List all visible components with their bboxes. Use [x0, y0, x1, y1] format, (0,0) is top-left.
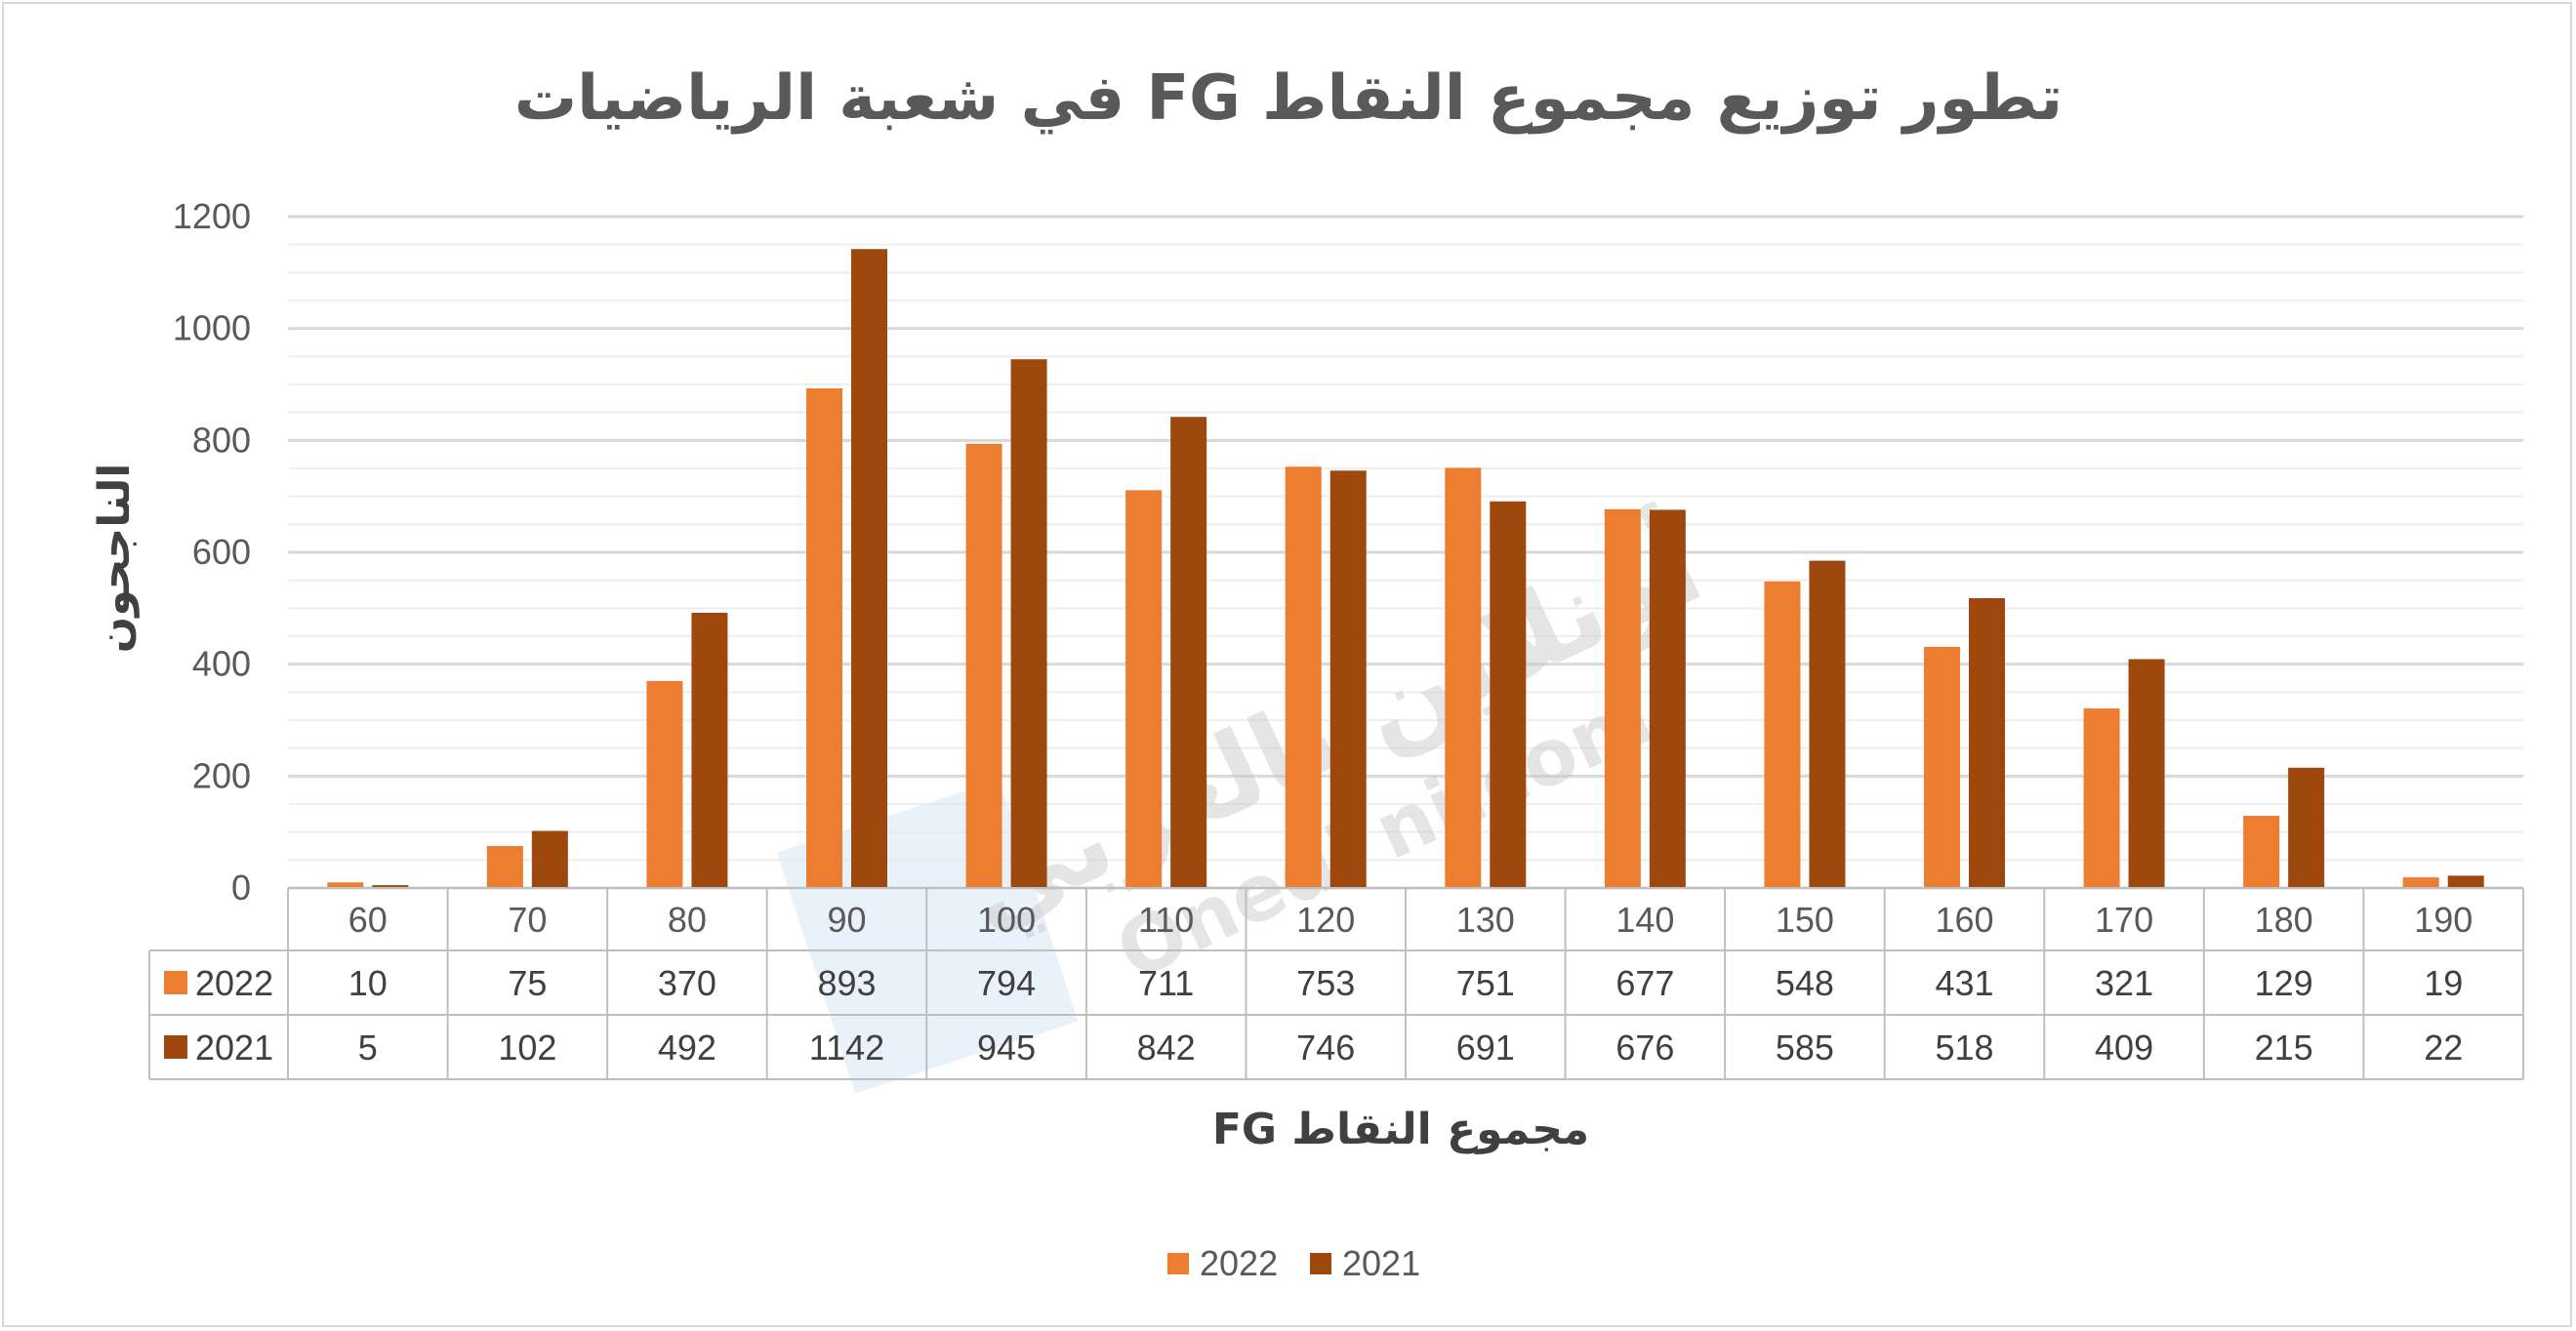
table-cell-2022: 10	[348, 963, 388, 1003]
bar-2021-160	[1969, 598, 2005, 888]
table-cell-2022: 75	[508, 963, 547, 1003]
bar-2021-80	[691, 612, 728, 888]
table-cell-2022: 129	[2255, 963, 2313, 1003]
x-tick-label: 120	[1296, 900, 1355, 940]
table-cell-2022: 370	[658, 963, 716, 1003]
table-legend-key-2021	[164, 1035, 187, 1059]
y-tick-label: 200	[192, 755, 251, 795]
table-cell-2022: 677	[1615, 963, 1674, 1003]
bar-2021-170	[2128, 659, 2165, 888]
bar-2021-120	[1329, 470, 1367, 888]
table-cell-2021: 102	[498, 1028, 556, 1068]
x-tick-label: 100	[977, 900, 1036, 940]
bar-2021-60	[372, 885, 409, 888]
table-series-label: 2022	[195, 963, 273, 1003]
bar-2022-150	[1764, 581, 1801, 888]
x-axis-title: مجموع النقاط FG	[1212, 1105, 1589, 1154]
bar-2021-70	[531, 830, 568, 888]
table-cell-2021: 945	[977, 1028, 1036, 1068]
x-tick-label: 60	[348, 900, 388, 940]
bar-2021-110	[1170, 417, 1207, 888]
y-tick-label: 400	[192, 644, 251, 684]
table-cell-2021: 215	[2255, 1028, 2313, 1068]
table-cell-2021: 409	[2095, 1028, 2153, 1068]
legend: 2022 2021	[1167, 1243, 1420, 1283]
bar-2022-190	[2402, 877, 2439, 888]
legend-key-2021	[1310, 1253, 1331, 1274]
x-tick-label: 180	[2255, 900, 2313, 940]
bar-2022-170	[2083, 707, 2120, 888]
table-cell-2022: 794	[977, 963, 1036, 1003]
bar-2021-90	[851, 249, 887, 889]
table-cell-2021: 518	[1935, 1028, 1993, 1068]
bar-2022-100	[965, 443, 1002, 888]
table-cell-2021: 492	[658, 1028, 716, 1068]
y-tick-label: 800	[192, 420, 251, 460]
watermark: أونلاين بالعربي Onedi ni.com	[776, 497, 1719, 1094]
table-cell-2021: 842	[1137, 1028, 1196, 1068]
x-tick-label: 110	[1138, 900, 1194, 940]
bar-2022-70	[486, 846, 523, 888]
bar-2022-160	[1924, 646, 1960, 888]
bar-2021-150	[1809, 560, 1846, 888]
table-cell-2021: 691	[1456, 1028, 1515, 1068]
bar-2022-120	[1285, 466, 1322, 888]
bar-2022-60	[327, 882, 364, 888]
x-tick-label: 130	[1456, 900, 1515, 940]
table-series-label: 2021	[195, 1028, 273, 1068]
table-cell-2021: 585	[1776, 1028, 1834, 1068]
x-tick-label: 170	[2095, 900, 2153, 940]
table-cell-2021: 22	[2424, 1028, 2463, 1068]
x-tick-label: 80	[668, 900, 707, 940]
table-cell-2022: 431	[1935, 963, 1993, 1003]
y-axis-ticks: 0 200 400 600 800 1000 1200	[173, 196, 251, 908]
table-cell-2021: 1142	[809, 1028, 884, 1068]
table-cell-2022: 548	[1776, 963, 1834, 1003]
table-cell-2022: 711	[1138, 963, 1194, 1003]
x-tick-label: 140	[1615, 900, 1674, 940]
bar-2022-90	[806, 388, 842, 888]
table-legend-key-2022	[164, 971, 187, 994]
table-cell-2021: 676	[1615, 1028, 1674, 1068]
table-cell-2022: 753	[1296, 963, 1355, 1003]
y-tick-label: 1200	[173, 196, 251, 236]
table-cell-2022: 751	[1456, 963, 1515, 1003]
x-tick-label: 150	[1776, 900, 1834, 940]
bars	[327, 249, 2484, 889]
table-cell-2021: 746	[1296, 1028, 1355, 1068]
x-tick-label: 190	[2414, 900, 2473, 940]
x-tick-label: 90	[827, 900, 866, 940]
table-cell-2022: 321	[2095, 963, 2153, 1003]
x-tick-label: 70	[508, 900, 547, 940]
legend-label-2022: 2022	[1200, 1243, 1278, 1283]
x-tick-label: 160	[1935, 900, 1993, 940]
bar-2021-100	[1010, 359, 1047, 888]
y-tick-label: 600	[192, 532, 251, 572]
bar-2022-180	[2243, 816, 2280, 888]
bar-2022-130	[1445, 467, 1482, 888]
table-cell-2021: 5	[358, 1028, 378, 1068]
bar-2021-130	[1490, 501, 1527, 888]
data-table: 60 70 80 90 100 110 120 130 140 150 160 170 180 190 20…	[148, 887, 2524, 1080]
bar-2022-110	[1125, 490, 1163, 888]
chart-title: تطور توزيع مجموع النقاط FG في شعبة الريا…	[514, 62, 2063, 135]
y-tick-label: 0	[231, 867, 251, 908]
table-cell-2022: 893	[817, 963, 876, 1003]
y-tick-label: 1000	[173, 308, 251, 348]
bar-2021-180	[2288, 767, 2325, 888]
bar-2021-190	[2447, 875, 2484, 888]
legend-label-2021: 2021	[1342, 1243, 1420, 1283]
bar-2021-140	[1649, 509, 1686, 888]
y-axis-title: الناجحون	[90, 464, 140, 654]
bar-2022-80	[646, 680, 683, 888]
legend-key-2022	[1167, 1253, 1189, 1274]
bar-2022-140	[1604, 508, 1641, 888]
table-cell-2022: 19	[2424, 963, 2463, 1003]
